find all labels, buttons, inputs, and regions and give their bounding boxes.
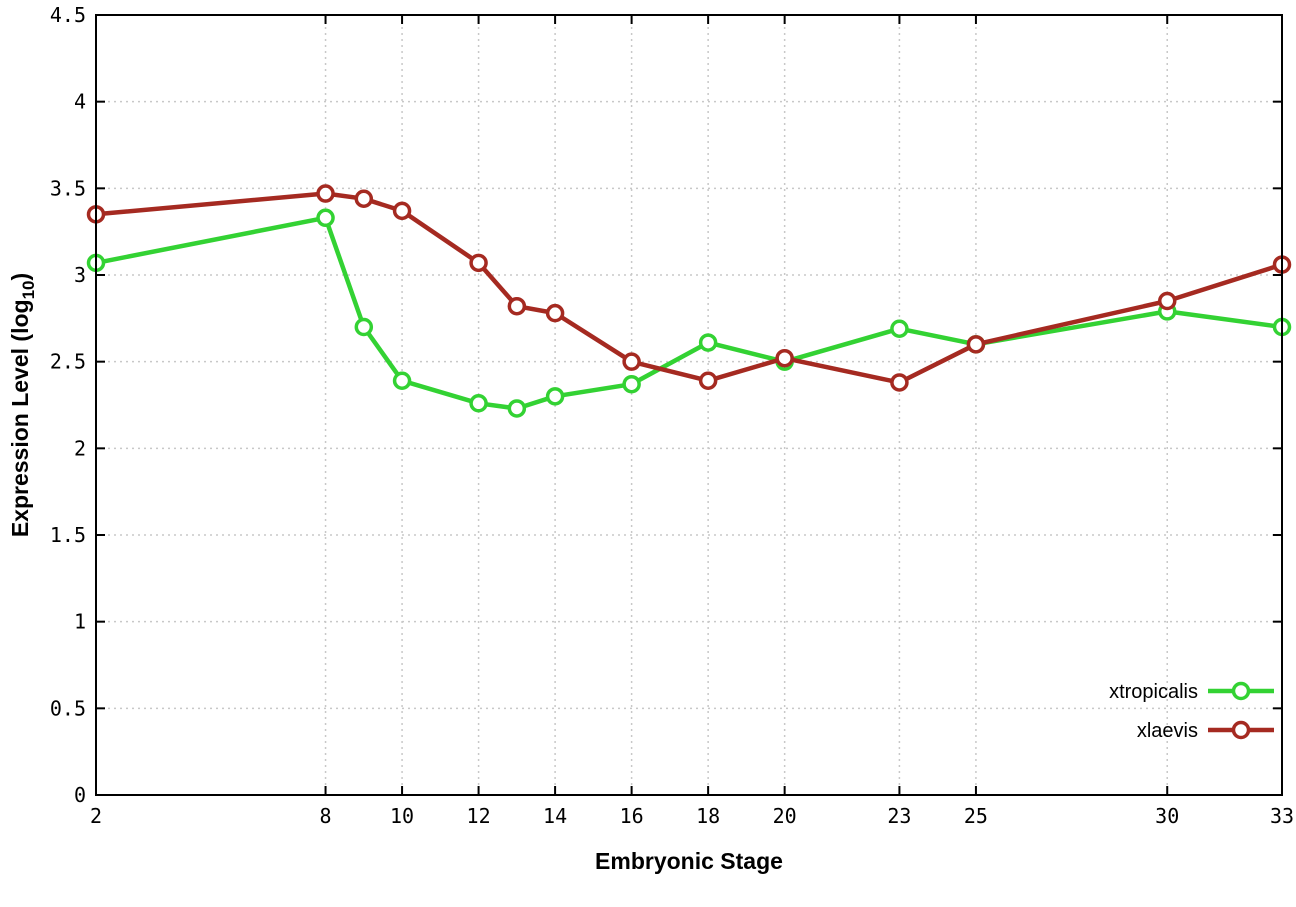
y-tick-label: 4.5 [50, 3, 86, 27]
x-tick-label: 16 [620, 804, 644, 828]
data-point-xlaevis [622, 352, 641, 371]
legend-label-xlaevis: xlaevis [1137, 720, 1198, 742]
data-point-xtropicalis [698, 333, 718, 352]
x-tick-label: 30 [1155, 804, 1179, 828]
data-point-xtropicalis [507, 399, 527, 418]
x-tick-label: 20 [773, 804, 797, 828]
y-tick-label: 1.5 [50, 523, 86, 547]
series-layer [86, 184, 1292, 418]
legend-label-xtropicalis: xtropicalis [1109, 681, 1198, 703]
data-point-xlaevis [507, 296, 527, 316]
x-tick-label: 12 [467, 804, 491, 828]
x-tick-label: 10 [390, 804, 414, 828]
legend-entry-xlaevis: xlaevis [1137, 720, 1274, 742]
x-tick-label: 33 [1270, 804, 1294, 828]
data-point-xlaevis [1157, 291, 1177, 311]
y-tick-label: 4 [74, 90, 86, 114]
data-point-xlaevis [698, 371, 718, 390]
y-axis-tick-labels: 0 0.5 1 1.5 2 2.5 3 3.5 4 4.5 [50, 3, 86, 807]
y-tick-label: 1 [74, 610, 86, 634]
data-point-xlaevis [545, 303, 565, 323]
series-line-xtropicalis [93, 215, 1285, 411]
data-point-xtropicalis [469, 394, 488, 413]
plot-border [95, 14, 1283, 796]
data-point-xtropicalis [316, 208, 335, 228]
x-tick-label: 18 [696, 804, 720, 828]
x-tick-label: 14 [543, 804, 567, 828]
grid-lines [95, 14, 1283, 796]
data-point-xtropicalis [622, 374, 641, 394]
data-point-xlaevis [775, 348, 794, 368]
data-point-xlaevis [354, 189, 374, 208]
data-point-xlaevis [890, 373, 909, 392]
data-point-xtropicalis [354, 317, 374, 337]
y-tick-label: 2 [74, 436, 86, 460]
x-tick-label: 25 [964, 804, 988, 828]
y-axis-title: Expression Level (log10) [7, 273, 38, 537]
data-point-xtropicalis [392, 371, 412, 390]
legend-entry-xtropicalis: xtropicalis [1109, 681, 1274, 703]
legend-marker-sample [1231, 681, 1251, 701]
data-point-xlaevis [469, 253, 488, 273]
axis-tick-marks [95, 14, 1283, 796]
y-tick-label: 0 [74, 783, 86, 807]
data-point-xtropicalis [545, 387, 565, 406]
x-tick-label: 23 [887, 804, 911, 828]
y-tick-label: 3 [74, 263, 86, 287]
y-axis-title-main: Expression Level (log [7, 299, 33, 537]
x-tick-label: 8 [320, 804, 332, 828]
data-point-xtropicalis [890, 319, 909, 338]
data-point-xlaevis [316, 184, 335, 203]
x-tick-label: 2 [90, 804, 102, 828]
legend-marker-sample [1231, 720, 1251, 740]
y-axis-title-subscript: 10 [19, 281, 38, 300]
x-axis-tick-labels: 2 8 10 12 14 16 18 20 23 25 30 33 [90, 804, 1294, 828]
data-point-xlaevis [966, 335, 986, 354]
y-tick-label: 2.5 [50, 350, 86, 374]
data-point-xlaevis [392, 201, 412, 221]
y-tick-label: 0.5 [50, 696, 86, 720]
y-tick-label: 3.5 [50, 176, 86, 200]
y-axis-title-close: ) [7, 273, 33, 281]
legend: xtropicalis xlaevis [1109, 681, 1274, 742]
x-axis-title: Embryonic Stage [595, 848, 783, 874]
